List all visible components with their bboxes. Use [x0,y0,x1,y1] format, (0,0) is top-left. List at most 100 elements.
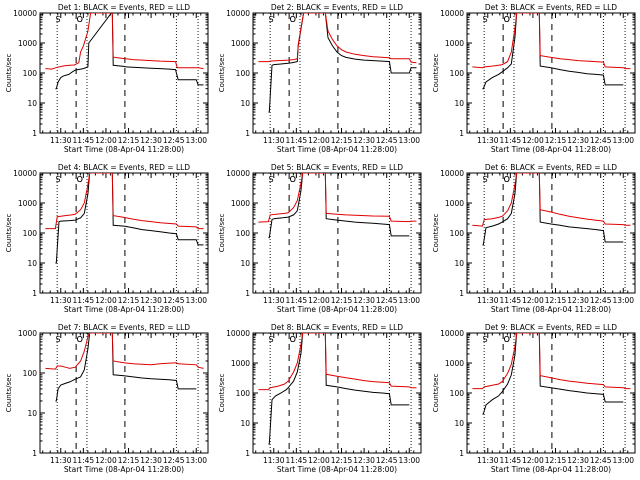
x-tick-label: 12:45 [163,296,185,305]
event-annotation: O [290,335,296,344]
event-annotation: S [56,335,61,344]
lld-series-line [45,173,204,230]
y-tick-label: 10 [454,419,464,428]
x-tick-label: 12:00 [522,296,544,305]
y-tick-label: 1000 [445,199,464,208]
y-tick-label: 10000 [226,169,250,178]
y-tick-label: 100 [450,229,465,238]
event-annotation: S [56,175,61,184]
x-tick-label: 12:00 [308,296,330,305]
event-annotation: O [77,335,83,344]
event-annotation: O [290,175,296,184]
plot-frame [466,172,636,294]
x-tick-label: 11:45 [73,136,95,145]
x-tick-label: 12:45 [376,296,398,305]
plot-frame [39,172,209,294]
x-tick-label: 12:15 [118,296,140,305]
lld-series-line [472,333,631,390]
event-annotation: O [290,175,296,184]
lld-series-line [258,333,417,391]
detector-panel-9: 1 10 100 1000 10000 11:30 11:45 12:00 12:15 12:30… [432,323,636,474]
x-tick-label: 12:45 [376,456,398,465]
event-annotation: S [483,15,488,24]
plot-frame [39,12,209,134]
y-tick-label: 1 [32,289,37,298]
x-tick-label: 12:30 [140,136,162,145]
x-tick-label: 11:45 [286,296,308,305]
lld-series-line [472,13,631,70]
lld-series-line [258,173,417,223]
y-tick-label: 100 [450,69,465,78]
x-tick-label: 12:00 [308,136,330,145]
panel-title: Det 6: BLACK = Events, RED = LLD [485,163,617,172]
y-tick-label: 100 [450,389,465,398]
events-series-line [268,173,410,239]
x-tick-label: 11:45 [500,296,522,305]
y-tick-label: 100 [236,389,251,398]
y-tick-label: 1000 [231,359,250,368]
detector-panel-3: 1 10 100 1000 10000 11:30 11:45 12:00 12:15 12:30… [432,3,636,154]
x-axis-label: Start Time (08-Apr-04 11:28:00) [277,145,397,154]
event-annotation: S [269,335,274,344]
panel-title: Det 4: BLACK = Events, RED = LLD [58,163,190,172]
events-series-line [482,333,624,415]
x-tick-label: 13:00 [398,136,420,145]
y-tick-label: 10000 [13,169,37,178]
x-tick-label: 13:00 [398,296,420,305]
x-tick-label: 11:45 [73,456,95,465]
event-annotation: O [77,335,83,344]
x-tick-label: 12:45 [163,136,185,145]
events-series-line [55,13,204,90]
events-series-line [268,13,417,113]
detector-panel-6: 1 10 100 1000 10000 11:30 11:45 12:00 12:15 12:30… [432,163,636,314]
detector-panel-8: 1 10 100 1000 10000 11:30 11:45 12:00 12:15 12:30… [218,323,422,474]
event-annotation: O [504,175,510,184]
x-tick-label: 11:30 [50,296,72,305]
x-tick-label: 12:15 [331,456,353,465]
x-tick-label: 11:45 [286,136,308,145]
y-tick-label: 1 [459,289,464,298]
y-tick-label: 10 [27,259,37,268]
event-annotation: O [77,15,83,24]
y-tick-label: 10000 [226,9,250,18]
x-tick-label: 12:15 [331,136,353,145]
y-tick-label: 1000 [445,359,464,368]
x-axis-label: Start Time (08-Apr-04 11:28:00) [277,465,397,474]
x-tick-label: 13:00 [398,456,420,465]
lld-series-line [45,13,204,70]
event-annotation: S [483,335,488,344]
events-series-line [268,333,410,445]
x-tick-label: 12:45 [376,136,398,145]
event-annotation: O [504,15,510,24]
x-tick-label: 12:30 [353,456,375,465]
events-series-line [55,333,197,402]
lld-series-line [45,333,204,370]
y-axis-label: Counts/sec [218,214,226,253]
plot-frame [466,12,636,134]
event-annotation: O [504,175,510,184]
x-tick-label: 12:15 [545,136,567,145]
y-axis-label: Counts/sec [5,214,13,253]
x-tick-label: 12:15 [545,456,567,465]
x-tick-label: 11:30 [263,456,285,465]
x-tick-label: 12:15 [545,296,567,305]
y-tick-label: 1 [32,129,37,138]
x-axis-label: Start Time (08-Apr-04 11:28:00) [491,465,611,474]
x-axis-label: Start Time (08-Apr-04 11:28:00) [277,305,397,314]
y-tick-label: 1 [459,129,464,138]
plot-frame [39,332,209,454]
event-annotation: S [269,15,274,24]
plot-frame [466,332,636,454]
x-axis-label: Start Time (08-Apr-04 11:28:00) [64,465,184,474]
x-tick-label: 13:00 [612,456,634,465]
x-tick-label: 12:15 [118,456,140,465]
plot-frame [252,172,422,294]
x-axis-label: Start Time (08-Apr-04 11:28:00) [64,305,184,314]
y-tick-label: 10000 [440,9,464,18]
panel-title: Det 5: BLACK = Events, RED = LLD [271,163,403,172]
x-tick-label: 12:30 [353,296,375,305]
y-tick-label: 100 [23,229,38,238]
x-tick-label: 13:00 [612,296,634,305]
events-series-line [482,13,624,90]
x-tick-label: 11:45 [500,136,522,145]
